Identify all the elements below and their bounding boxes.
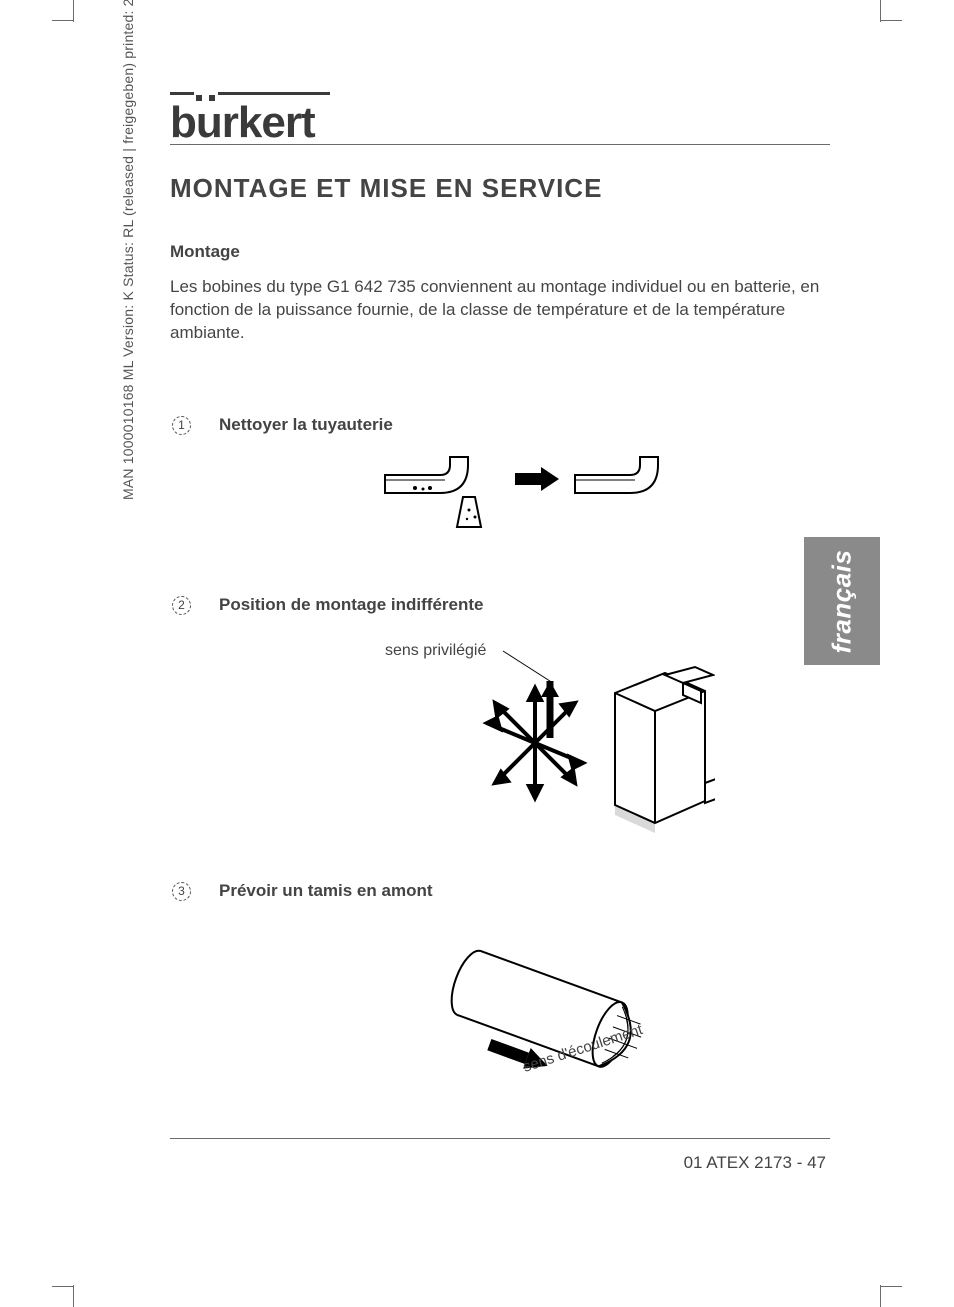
crop-mark [880, 20, 902, 21]
crop-mark [73, 0, 74, 22]
pipe-cleaning-icon [375, 455, 675, 545]
logo-overbar [170, 92, 330, 95]
content-area: burkert MONTAGE ET MISE EN SERVICE Monta… [170, 92, 830, 1125]
strainer-icon: sens d'écoulement [395, 917, 655, 1087]
page-title: MONTAGE ET MISE EN SERVICE [170, 173, 830, 204]
step-2-title: Position de montage indifférente [219, 595, 830, 615]
crop-mark [52, 1286, 74, 1287]
figure-mounting-position: sens privilégié [219, 633, 830, 843]
logo-text: burkert [170, 98, 315, 147]
step-number-icon: 1 [172, 416, 191, 435]
intro-paragraph: Les bobines du type G1 642 735 convienne… [170, 276, 820, 345]
footer-text: 01 ATEX 2173 - 47 [684, 1153, 826, 1173]
crop-mark [880, 0, 881, 22]
crop-mark [73, 1285, 74, 1307]
step-number-icon: 2 [172, 596, 191, 615]
step-number-icon: 3 [172, 882, 191, 901]
steps-container: 1 Nettoyer la tuyauterie [170, 415, 830, 1087]
figure-clean-piping [219, 455, 830, 545]
figure-strainer: sens d'écoulement [219, 917, 830, 1087]
footer-rule [170, 1138, 830, 1139]
crop-mark [52, 20, 74, 21]
side-metadata: MAN 1000010168 ML Version: K Status: RL … [120, 0, 136, 500]
page-root: MAN 1000010168 ML Version: K Status: RL … [0, 0, 954, 1307]
mounting-position-icon: sens privilégié [335, 633, 715, 843]
language-label: français [827, 549, 858, 653]
section-subheading: Montage [170, 242, 830, 262]
step-2-caption: sens privilégié [385, 642, 486, 659]
crop-mark [880, 1286, 902, 1287]
step-3: 3 Prévoir un tamis en amont [170, 881, 830, 1087]
step-1-title: Nettoyer la tuyauterie [219, 415, 830, 435]
step-3-title: Prévoir un tamis en amont [219, 881, 830, 901]
step-1: 1 Nettoyer la tuyauterie [170, 415, 830, 545]
crop-mark [880, 1285, 881, 1307]
logo: burkert [170, 92, 830, 142]
step-2: 2 Position de montage indifférente sens … [170, 595, 830, 843]
